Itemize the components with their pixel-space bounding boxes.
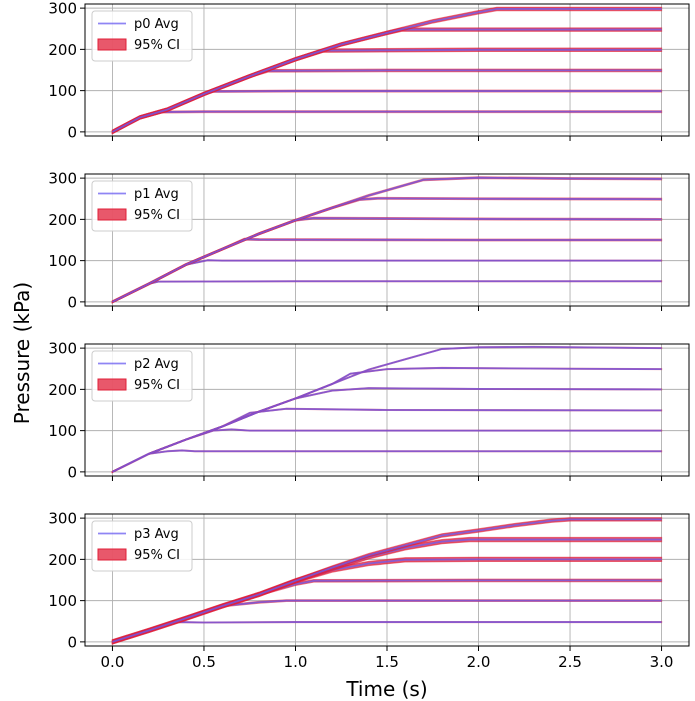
legend-ci-label: 95% CI <box>134 208 180 223</box>
avg-line <box>112 518 662 643</box>
legend: p2 Avg 95% CI <box>91 350 193 402</box>
x-tick-label: 1.5 <box>375 653 399 671</box>
subplot-1: 0 100 200 300 p1 Avg 95% CI <box>48 170 690 311</box>
y-tick-label: 300 <box>48 340 77 358</box>
subplot-3: 0.0 0.5 1.0 1.5 2.0 2.5 3.0 0 100 200 300 p3 Avg 95%… <box>48 510 690 671</box>
legend-ci-label: 95% CI <box>134 378 180 393</box>
legend: p1 Avg 95% CI <box>91 180 193 232</box>
y-tick-label: 300 <box>48 0 77 18</box>
legend: p0 Avg 95% CI <box>91 10 193 62</box>
y-tick-label: 200 <box>48 211 77 229</box>
y-tick-label: 100 <box>48 592 77 610</box>
x-tick-label: 0.0 <box>101 653 125 671</box>
subplot-0: 0 100 200 300 p0 Avg 95% CI <box>48 0 690 141</box>
x-tick-label: 2.0 <box>467 653 491 671</box>
avg-line <box>112 8 662 133</box>
legend-avg-label: p1 Avg <box>134 187 179 202</box>
y-tick-label: 0 <box>67 123 77 141</box>
y-axis-title: Pressure (kPa) <box>10 282 34 424</box>
y-tick-label: 0 <box>67 293 77 311</box>
legend-ci-swatch <box>97 38 127 51</box>
x-tick-label: 1.0 <box>284 653 308 671</box>
plot-area <box>111 176 663 304</box>
y-tick-label: 0 <box>67 633 77 651</box>
x-tick-label: 0.5 <box>192 653 216 671</box>
y-tick-label: 100 <box>48 422 77 440</box>
y-tick-label: 200 <box>48 41 77 59</box>
plot-area <box>111 345 663 474</box>
legend-avg-label: p3 Avg <box>134 527 179 542</box>
y-tick-label: 0 <box>67 463 77 481</box>
legend-ci-label: 95% CI <box>134 38 180 53</box>
legend: p3 Avg 95% CI <box>91 520 193 572</box>
plot-area <box>111 6 663 135</box>
y-tick-label: 200 <box>48 551 77 569</box>
legend-avg-label: p2 Avg <box>134 357 179 372</box>
legend-ci-swatch <box>97 208 127 221</box>
avg-line <box>112 345 662 473</box>
legend-avg-label: p0 Avg <box>134 17 179 32</box>
plot-area <box>111 517 663 645</box>
x-axis-title: Time (s) <box>345 677 427 701</box>
x-tick-label: 3.0 <box>650 653 674 671</box>
y-tick-label: 300 <box>48 510 77 528</box>
avg-line <box>112 176 662 303</box>
y-tick-label: 200 <box>48 381 77 399</box>
y-tick-label: 300 <box>48 170 77 188</box>
legend-ci-swatch <box>97 548 127 561</box>
x-tick-label: 2.5 <box>558 653 582 671</box>
subplot-2: 0 100 200 300 p2 Avg 95% CI <box>48 340 690 481</box>
legend-ci-swatch <box>97 378 127 391</box>
y-tick-label: 100 <box>48 252 77 270</box>
y-tick-label: 100 <box>48 82 77 100</box>
ci-band <box>111 517 663 645</box>
legend-ci-label: 95% CI <box>134 548 180 563</box>
